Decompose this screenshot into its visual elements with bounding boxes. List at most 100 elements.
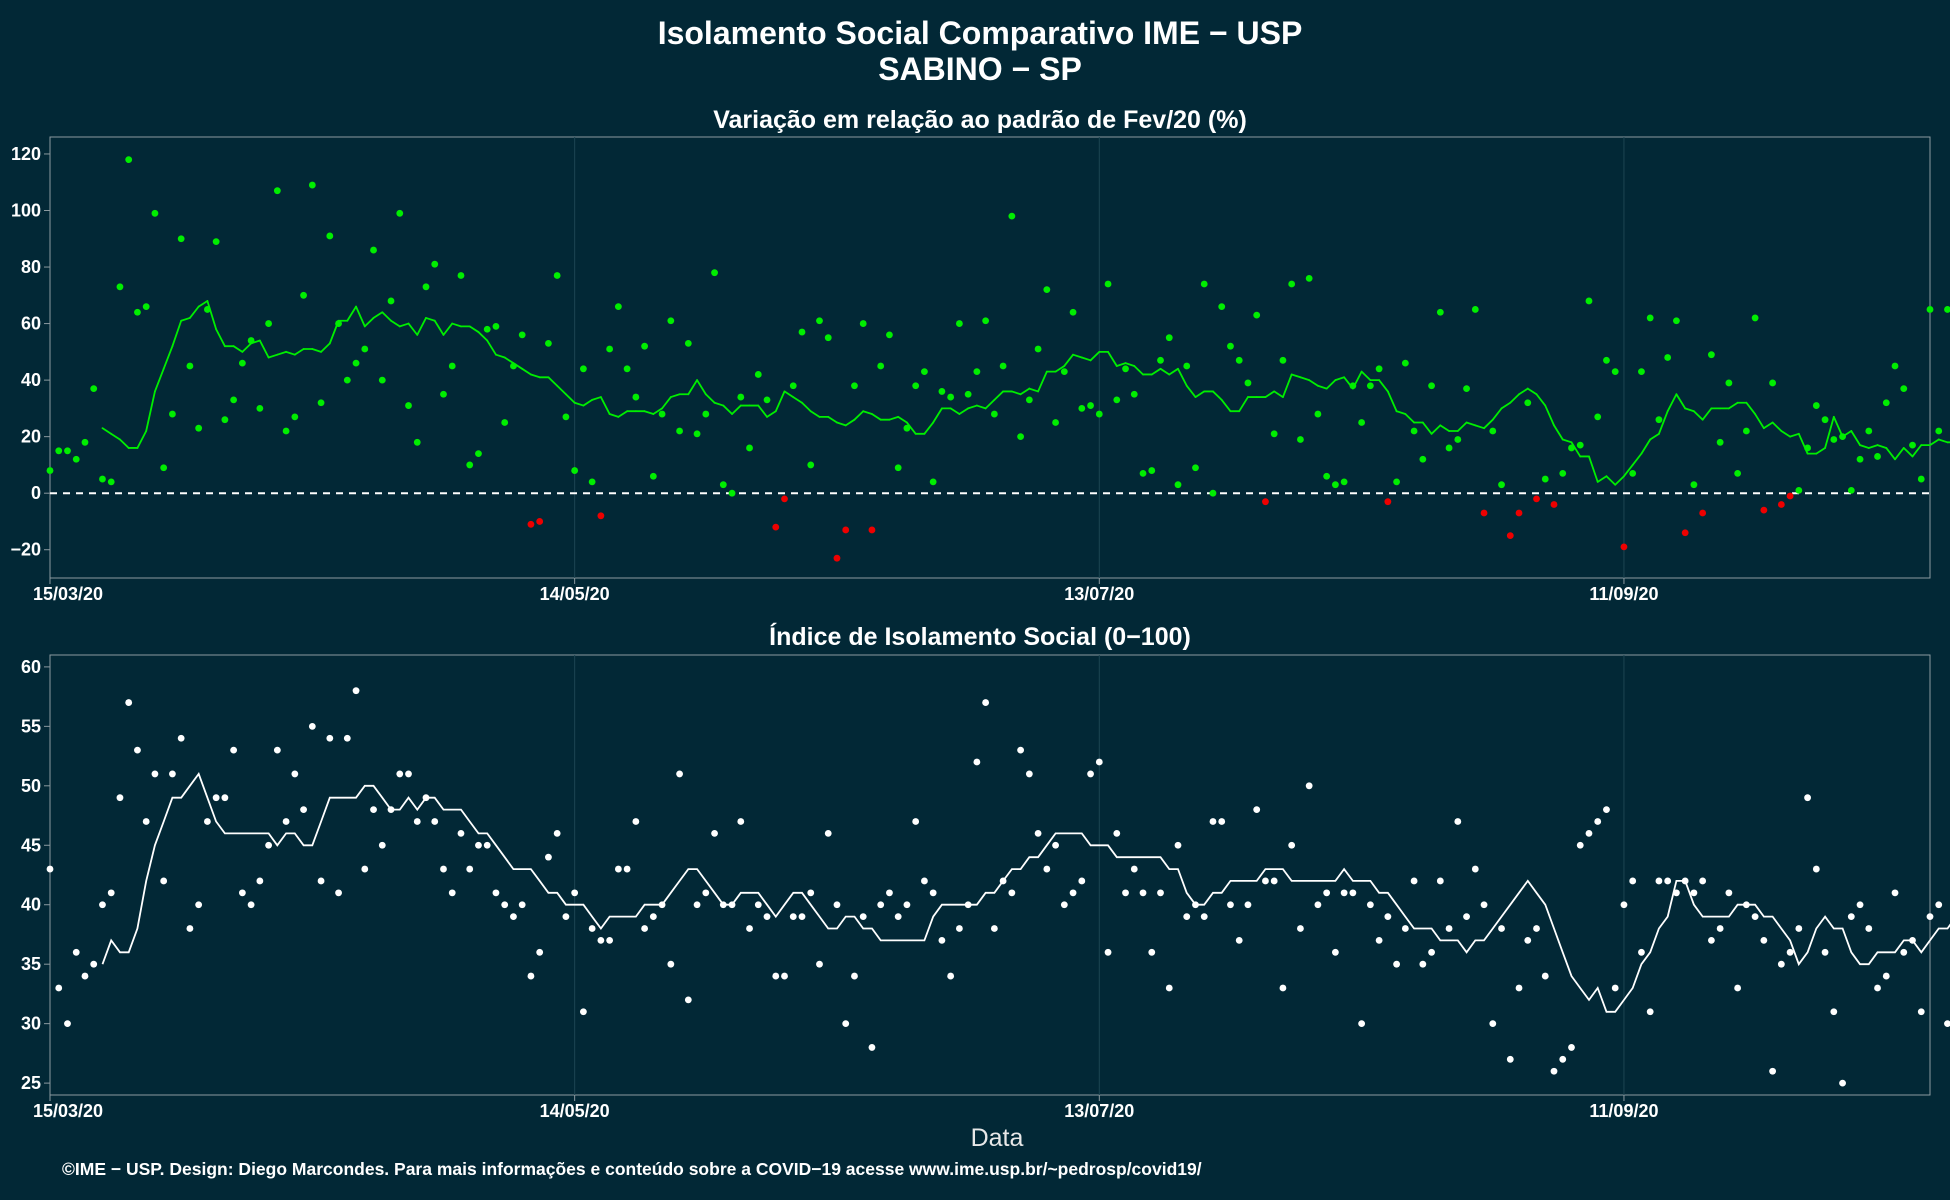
p2-data-point (466, 865, 474, 873)
p2-data-point (169, 770, 176, 778)
p1-average-line-segment (1727, 401, 1739, 410)
p1-average-line-segment (1526, 387, 1538, 396)
p1-average-line-segment (110, 432, 121, 441)
p1-average-line-segment (101, 427, 113, 435)
p1-data-point (72, 455, 80, 463)
p2-data-point (746, 925, 753, 932)
p1-average-line-segment (1684, 407, 1695, 413)
p1-average-line-segment (1483, 418, 1494, 430)
p1-data-point (1043, 286, 1051, 294)
p1-data-point (1384, 498, 1392, 506)
p2-y-tick-label: 55 (21, 716, 41, 736)
p1-data-point (247, 337, 255, 344)
p2-data-point (772, 972, 780, 980)
p2-data-point (518, 901, 526, 909)
p1-data-point (1279, 356, 1287, 364)
p1-data-point (1725, 379, 1733, 387)
p2-data-point (1498, 925, 1505, 932)
p1-data-point (1445, 444, 1453, 452)
p1-average-line-segment (949, 407, 961, 415)
p1-data-point (1629, 470, 1637, 477)
p1-data-point (1393, 478, 1401, 486)
p1-data-point (501, 419, 509, 426)
p1-average-line-segment (757, 404, 768, 418)
p2-data-point (1227, 901, 1234, 909)
p1-average-line-segment (171, 319, 183, 348)
p1-data-point (230, 396, 238, 404)
p2-data-point (1148, 948, 1156, 956)
p1-data-point (256, 404, 264, 412)
p2-data-point (99, 901, 106, 909)
p1-average-line-segment (783, 390, 795, 398)
p1-average-line-segment (197, 300, 209, 308)
p1-data-point (64, 447, 71, 455)
p1-average-line-segment (1063, 353, 1074, 367)
p1-data-point (370, 246, 377, 254)
p2-data-point (378, 841, 386, 849)
p1-average-line-segment (1885, 447, 1896, 461)
p1-data-point (1034, 345, 1042, 353)
p1-data-point (518, 331, 526, 339)
p1-data-point (737, 393, 745, 401)
p2-data-point (1288, 841, 1296, 849)
p2-data-point (990, 925, 998, 932)
p1-average-line-segment (1010, 390, 1022, 396)
p2-data-point (501, 901, 509, 909)
p1-x-tick-label: 14/05/20 (540, 584, 610, 604)
p1-data-point (1804, 444, 1811, 452)
p2-data-point (973, 758, 981, 766)
p1-data-point (1681, 529, 1689, 537)
p1-average-line-segment (1212, 390, 1223, 401)
p1-average-line-segment (696, 379, 707, 396)
p2-data-point (781, 972, 788, 980)
p2-data-point (492, 889, 500, 897)
p1-data-point (300, 291, 307, 299)
p1-average-line-segment (853, 410, 865, 421)
p1-average-line-segment (1850, 430, 1861, 447)
p1-average-line-segment (1037, 370, 1048, 393)
p2-data-point (475, 841, 482, 849)
p1-data-point (833, 554, 841, 562)
p2-data-point (1690, 889, 1698, 897)
p1-average-line-segment (1588, 455, 1599, 483)
panel2-index-chart: 15/03/20 14/05/20 13/07/20 11/09/20 25 30 35 40… (21, 654, 1950, 1121)
p2-data-point (1603, 806, 1610, 813)
p2-data-point (1279, 984, 1287, 992)
p2-data-point (1244, 901, 1252, 909)
p2-data-point (1340, 889, 1348, 897)
p1-data-point (1017, 433, 1025, 441)
p1-data-point (658, 410, 666, 418)
p2-data-point (1445, 925, 1453, 932)
p2-data-point (754, 901, 762, 909)
p1-data-point (789, 382, 797, 390)
p1-average-line-segment (1220, 399, 1232, 413)
p1-average-line-segment (1902, 447, 1914, 458)
p1-x-tick-label: 13/07/20 (1064, 584, 1134, 604)
p2-data-point (1060, 901, 1068, 909)
p1-average-line-segment (1701, 407, 1713, 421)
p2-data-point (448, 889, 456, 897)
p1-data-point (886, 331, 893, 339)
p2-data-point (1620, 901, 1628, 909)
p1-data-point (1655, 416, 1663, 424)
credit-text: ©IME − USP. Design: Diego Marcondes. Par… (62, 1159, 1202, 1179)
p2-data-point (343, 734, 351, 742)
p2-data-point (912, 818, 920, 825)
p2-data-point (1506, 1055, 1514, 1063)
p2-average-line (101, 772, 1950, 1013)
p1-average-line-segment (468, 325, 480, 333)
p2-data-point (859, 913, 867, 921)
p1-data-point (1069, 308, 1077, 316)
p2-data-point (1489, 1020, 1497, 1028)
p2-data-point (282, 818, 290, 825)
p1-data-point (903, 424, 911, 432)
p1-data-point (545, 339, 552, 347)
p1-y-tick-label: 0 (31, 483, 41, 503)
p2-data-point (1384, 913, 1392, 921)
p1-average-line-segment (293, 348, 305, 356)
p1-average-line-segment (1832, 415, 1844, 438)
p1-data-point (999, 362, 1007, 370)
p2-data-point (938, 937, 946, 944)
p2-data-point (55, 984, 63, 992)
p1-data-point (169, 410, 176, 418)
